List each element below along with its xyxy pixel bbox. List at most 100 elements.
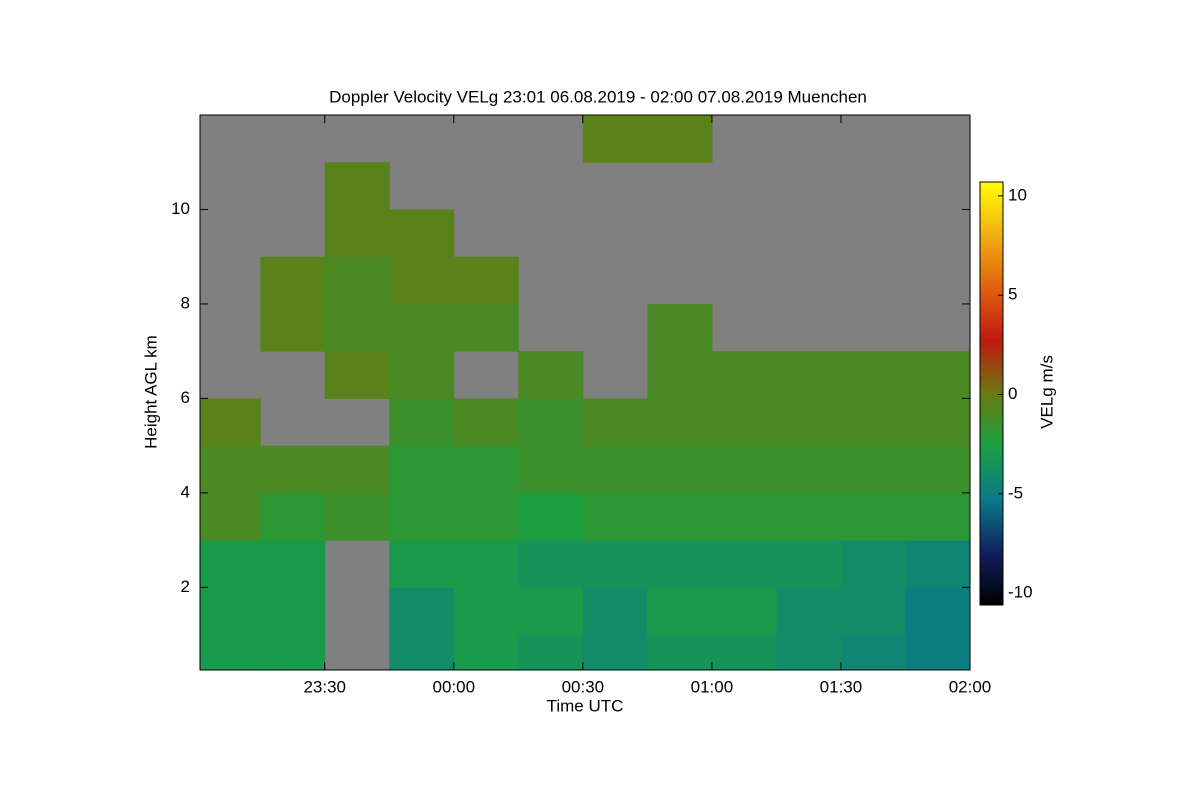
heatmap-cell [905,445,971,494]
heatmap-cell [389,540,455,588]
x-axis-label: Time UTC [547,696,624,715]
heatmap-cell [905,587,971,636]
heatmap-cell [647,115,713,163]
heatmap-cell [453,445,519,494]
heatmap-cell [582,445,648,494]
heatmap-cell [324,256,390,305]
heatmap-cell [453,303,519,352]
heatmap-cell [582,398,648,447]
heatmap-cell [647,351,713,399]
heatmap-cell [582,540,648,588]
heatmap-cell [200,540,261,588]
y-tick-label: 10 [171,199,190,218]
heatmap-cell [389,492,455,541]
y-tick-label: 6 [181,388,190,407]
heatmap-cell [905,398,971,447]
heatmap-cell [647,303,713,352]
heatmap-cell [776,492,842,541]
plot-frame [199,114,971,671]
heatmap-cell [389,351,455,399]
heatmap-cell [711,398,777,447]
heatmap-cell [840,445,906,494]
heatmap-cell [453,492,519,541]
heatmap-cell [200,398,261,447]
colorbar-tick-label: -10 [1008,583,1033,602]
colorbar-tick-label: 5 [1008,285,1017,304]
heatmap-cell [647,398,713,447]
colorbar-tick-label: -5 [1008,483,1023,502]
heatmap-cell [711,634,777,671]
heatmap-cell [200,587,261,636]
heatmap-cell [324,351,390,399]
heatmap-cell [260,540,326,588]
heatmap-cell [711,351,777,399]
heatmap-cell [389,209,455,258]
heatmap-cell [324,303,390,352]
heatmap-cell [324,209,390,258]
x-tick-label: 01:30 [820,677,863,696]
heatmap-cell [776,351,842,399]
heatmap-cell [647,445,713,494]
heatmap-cell [260,492,326,541]
heatmap-cell [711,445,777,494]
heatmap-cell [905,492,971,541]
colorbar-tick-label: 10 [1008,185,1027,204]
heatmap-cell [711,492,777,541]
heatmap-cell [389,634,455,671]
heatmap-cell [905,351,971,399]
heatmap-cell [711,587,777,636]
heatmap-cell [389,303,455,352]
x-tick-label: 23:30 [303,677,346,696]
heatmap-cell [776,540,842,588]
colorbar-tick-label: 0 [1008,384,1017,403]
heatmap-cell [389,256,455,305]
heatmap-cell [905,540,971,588]
heatmap-cell [840,351,906,399]
heatmap-cell [324,445,390,494]
heatmap-cell [453,634,519,671]
heatmap-cell [453,540,519,588]
colorbar-label: VELg m/s [1037,355,1056,429]
heatmap-cell [711,540,777,588]
heatmap-cell [324,162,390,210]
y-axis-label: Height AGL km [141,335,160,449]
heatmap-cell [776,587,842,636]
heatmap-cell [453,398,519,447]
heatmap-cell [260,587,326,636]
x-tick-label: 02:00 [949,677,992,696]
heatmap-cell [647,492,713,541]
heatmap-cell [840,634,906,671]
x-tick-label: 01:00 [691,677,734,696]
heatmap-cell [260,445,326,494]
heatmap-cell [453,587,519,636]
heatmap-cell [389,445,455,494]
heatmap-cell [776,634,842,671]
heatmap-cell [582,634,648,671]
heatmap-cell [840,492,906,541]
heatmap-cell [582,492,648,541]
heatmap-cell [905,634,971,671]
heatmap-cell [647,540,713,588]
heatmap-cell [518,445,584,494]
heatmap-cell [776,398,842,447]
x-tick-label: 00:30 [562,677,605,696]
heatmap-cell [518,540,584,588]
heatmap-cell [260,256,326,305]
heatmap-cell [324,492,390,541]
heatmap-cell [840,587,906,636]
heatmap-cell [840,398,906,447]
heatmap-cell [389,398,455,447]
heatmap-cell [200,492,261,541]
x-tick-label: 00:00 [433,677,476,696]
heatmap-cell [518,492,584,541]
heatmap-cell [389,587,455,636]
heatmap-cell [200,445,261,494]
chart-title: Doppler Velocity VELg 23:01 06.08.2019 -… [329,87,867,106]
heatmap-cell [518,398,584,447]
heatmap-cell [260,303,326,352]
y-tick-label: 2 [181,577,190,596]
heatmap-cell [647,634,713,671]
y-tick-label: 8 [181,293,190,312]
heatmap-cell [518,634,584,671]
